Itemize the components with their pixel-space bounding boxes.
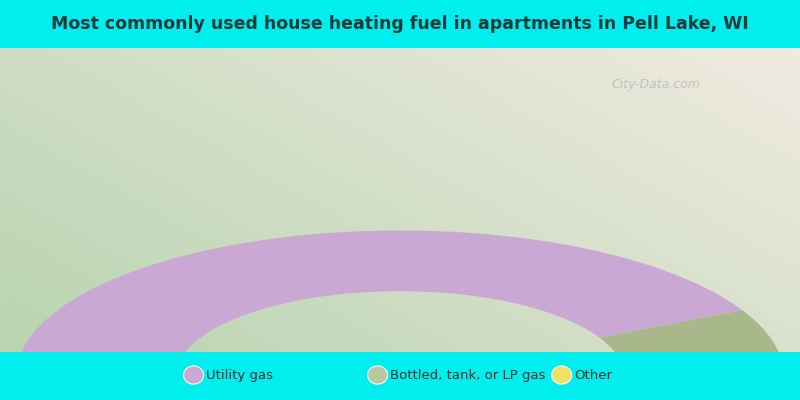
Wedge shape [622,354,784,376]
Text: Most commonly used house heating fuel in apartments in Pell Lake, WI: Most commonly used house heating fuel in… [51,15,749,33]
Ellipse shape [184,366,204,384]
Text: Utility gas: Utility gas [206,368,274,382]
Wedge shape [16,230,742,376]
Ellipse shape [367,366,387,384]
Text: City-Data.com: City-Data.com [611,78,701,91]
Wedge shape [599,310,779,363]
Ellipse shape [551,366,571,384]
Text: Bottled, tank, or LP gas: Bottled, tank, or LP gas [390,368,546,382]
Text: Other: Other [574,368,613,382]
